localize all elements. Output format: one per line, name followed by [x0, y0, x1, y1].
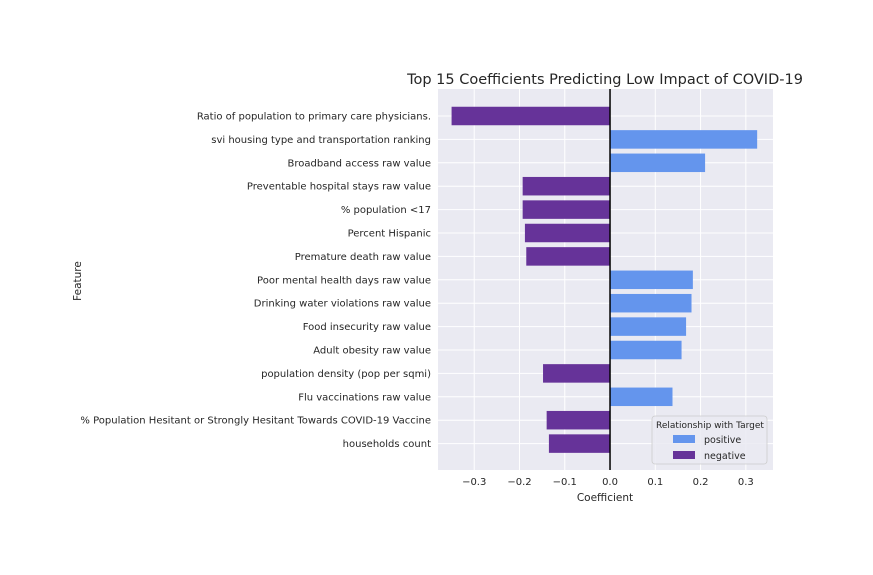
bar-negative	[548, 434, 611, 453]
x-tick-label: 0.2	[693, 477, 709, 488]
x-tick-label: −0.3	[462, 477, 486, 488]
legend: Relationship with Target positive negati…	[651, 415, 768, 465]
bar-negative	[522, 200, 611, 219]
x-tick-label: 0.1	[647, 477, 663, 488]
bar-negative	[546, 410, 611, 430]
y-tick-label: Drinking water violations raw value	[254, 299, 431, 310]
legend-swatch-negative	[673, 451, 695, 459]
y-tick-label: Percent Hispanic	[348, 229, 431, 240]
x-tick-label: 0.0	[602, 477, 618, 488]
y-tick-label: Adult obesity raw value	[313, 346, 431, 357]
y-tick-label: Premature death raw value	[295, 252, 431, 263]
y-tick-label: Ratio of population to primary care phys…	[197, 112, 431, 123]
bar-positive	[610, 387, 673, 407]
bar-negative	[451, 106, 611, 126]
y-axis-label: Feature	[72, 261, 84, 301]
legend-label-positive: positive	[704, 435, 741, 446]
x-axis-label: Coefficient	[577, 492, 633, 504]
legend-label-negative: negative	[704, 451, 746, 462]
y-tick-label: population density (pop per sqmi)	[261, 369, 431, 380]
y-tick-label: households count	[343, 439, 431, 450]
chart-title: Top 15 Coefficients Predicting Low Impac…	[406, 72, 803, 88]
y-tick-label: svi housing type and transportation rank…	[211, 135, 431, 146]
legend-swatch-positive	[673, 435, 695, 443]
bar-positive	[610, 153, 706, 173]
y-tick-label: Poor mental health days raw value	[257, 275, 431, 286]
x-tick-labels: −0.3 −0.2 −0.1 0.0 0.1 0.2 0.3	[462, 477, 754, 488]
bar-positive	[610, 270, 693, 290]
y-tick-label: % Population Hesitant or Strongly Hesita…	[80, 416, 431, 427]
x-tick-label: −0.2	[507, 477, 531, 488]
bar-negative	[524, 223, 611, 243]
legend-title: Relationship with Target	[656, 421, 764, 431]
bar-positive	[610, 340, 682, 360]
y-tick-label: Broadband access raw value	[288, 158, 431, 169]
x-tick-label: 0.3	[738, 477, 754, 488]
y-tick-labels: Ratio of population to primary care phys…	[80, 112, 431, 451]
bar-negative	[526, 247, 611, 266]
bar-positive	[610, 317, 687, 336]
bar-negative	[543, 364, 611, 383]
y-tick-label: Food insecurity raw value	[303, 322, 431, 333]
bar-positive	[610, 130, 758, 149]
x-tick-label: −0.1	[553, 477, 577, 488]
y-tick-label: % population <17	[341, 205, 431, 216]
bar-negative	[522, 176, 611, 196]
y-tick-label: Preventable hospital stays raw value	[247, 182, 431, 193]
y-tick-label: Flu vaccinations raw value	[298, 392, 431, 403]
bar-positive	[610, 293, 692, 313]
bars	[451, 106, 758, 453]
